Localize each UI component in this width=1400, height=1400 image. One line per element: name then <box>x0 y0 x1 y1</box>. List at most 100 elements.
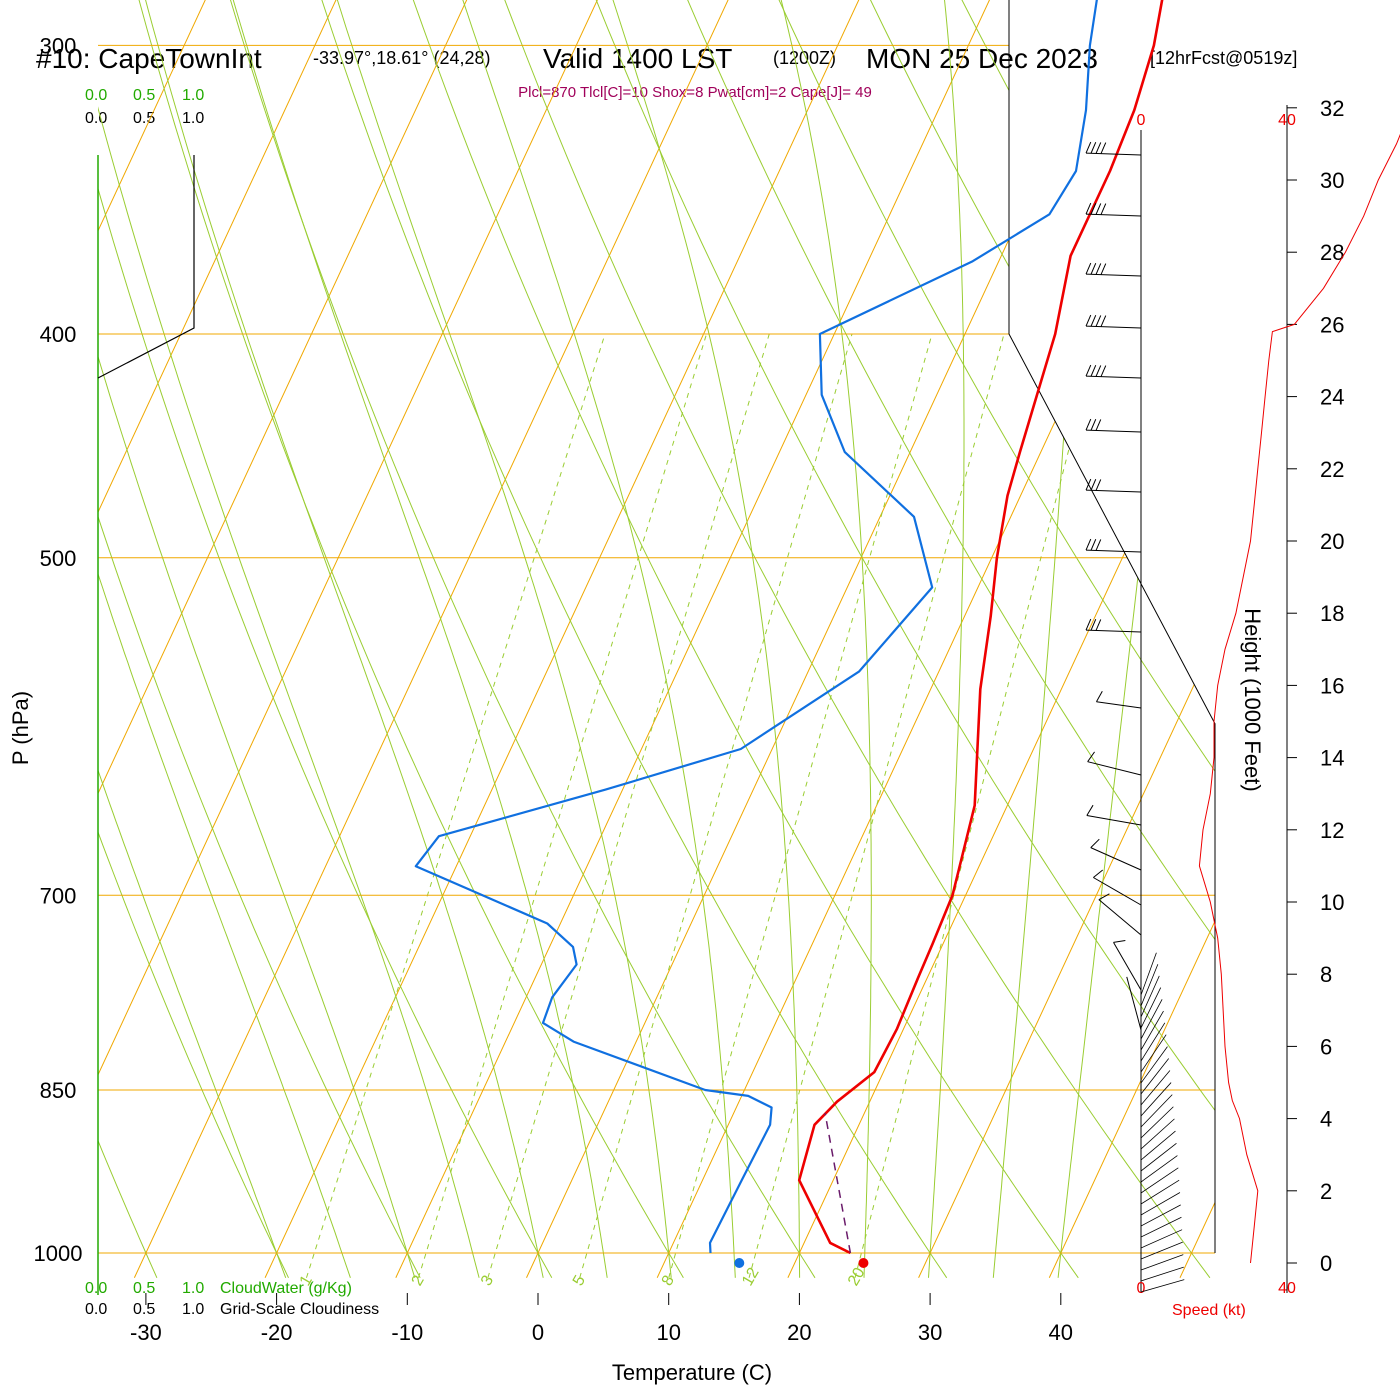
barb-feather <box>1085 364 1092 377</box>
height-tick-label: 0 <box>1320 1251 1332 1276</box>
barb-shaft <box>1126 976 1142 1031</box>
height-tick-label: 4 <box>1320 1107 1332 1132</box>
wind-barb <box>1126 976 1142 1031</box>
wind-barb-lowlevel <box>1140 1229 1183 1249</box>
barb-shaft <box>1086 273 1142 277</box>
height-tick-label: 24 <box>1320 385 1344 410</box>
barb-feather <box>1095 365 1102 377</box>
wind-speed-profile <box>1198 133 1400 1264</box>
wind-barb <box>1085 141 1142 156</box>
barb-feather <box>1085 538 1092 551</box>
barb-feather <box>1090 539 1097 551</box>
cloudwater-tick: 0.5 <box>133 1280 155 1297</box>
barb-shaft <box>1113 942 1142 991</box>
temperature-line <box>797 0 1164 1255</box>
wind-barb-lowlevel <box>1140 1106 1174 1139</box>
pressure-tick-label: 400 <box>40 322 77 347</box>
moist-adiabat-line <box>98 0 416 1278</box>
height-tick-label: 8 <box>1320 962 1332 987</box>
dry-adiabat-line <box>390 0 1211 1279</box>
cloudwater-tick: 1.0 <box>182 1280 204 1297</box>
wind-barb <box>1085 364 1142 379</box>
barb-shaft <box>1086 152 1142 156</box>
pressure-tick-label: 700 <box>40 883 77 908</box>
barb-shaft <box>1086 814 1142 826</box>
barb-feather <box>1090 142 1097 154</box>
cloudwater-label: CloudWater (g/Kg) <box>220 1280 352 1297</box>
wind-barb <box>1096 691 1142 709</box>
cloudwater-scale-bottom: 0.0 0.5 1.0 CloudWater (g/Kg) <box>85 1280 352 1297</box>
wind-barb <box>1098 893 1142 936</box>
wind-speed-line <box>1198 133 1400 1264</box>
barb-feather <box>1085 418 1092 431</box>
temperature-tick-label: -20 <box>261 1320 293 1345</box>
speed-tick-label: 40 <box>1278 1280 1296 1297</box>
isobar-lines <box>98 44 1215 1254</box>
cloudiness-scale-bottom: 0.0 0.5 1.0 Grid-Scale Cloudiness <box>85 1301 379 1318</box>
temperature-tick-label: 10 <box>656 1320 680 1345</box>
dry-adiabat-line <box>639 0 1215 1279</box>
mixing-ratio-lines <box>305 333 1100 1278</box>
cloudiness-tick: 0.5 <box>133 1301 155 1318</box>
moist-adiabat-line <box>98 0 287 1278</box>
surface-dewpoint-dot <box>734 1258 745 1268</box>
wind-barb <box>1085 618 1142 633</box>
barb-feather <box>1098 893 1110 901</box>
barb-feather <box>1100 365 1107 377</box>
dry-adiabat-line <box>224 0 948 1279</box>
mixing-ratio-label: 20 <box>845 1265 869 1289</box>
barb-shaft <box>1086 429 1142 433</box>
height-tick-label: 16 <box>1320 673 1344 698</box>
temperature-tick-label: 40 <box>1049 1320 1073 1345</box>
barb-feather <box>1095 479 1102 491</box>
speed-tick-label: 0 <box>1137 112 1146 129</box>
pressure-tick-label: 1000 <box>34 1241 83 1266</box>
wind-barb-lowlevel <box>1140 1254 1184 1271</box>
barb-feather <box>1095 419 1102 431</box>
barb-feather <box>1085 314 1092 327</box>
utc-time: (1200Z) <box>773 48 836 68</box>
barb-feather <box>1086 804 1094 816</box>
pressure-tick-label: 850 <box>40 1078 77 1103</box>
barb-shaft <box>1086 549 1142 553</box>
dry-adiabat-lines <box>98 0 1215 1279</box>
height-axis-label: Height (1000 Feet) <box>1240 608 1265 791</box>
isotherm-lines <box>98 0 1215 1278</box>
barb-feather <box>1095 203 1102 215</box>
height-tick-label: 14 <box>1320 746 1344 771</box>
dry-adiabat-line <box>805 0 1215 1279</box>
wind-barb-lowlevel <box>1140 1070 1171 1106</box>
barb-feather <box>1100 263 1107 275</box>
barb-feather <box>1090 203 1097 215</box>
isotherm-line <box>98 0 766 1278</box>
barb-shaft <box>1086 213 1142 217</box>
station-title: #10: CapeTownInt <box>36 43 262 74</box>
temperature-tick-label: 30 <box>918 1320 942 1345</box>
moist-adiabat-line <box>1057 0 1215 1278</box>
dry-adiabat-line <box>141 0 816 1279</box>
cloudwater-scale-top: 0.0 0.5 1.0 <box>85 87 204 104</box>
barb-feather <box>1095 315 1102 327</box>
barb-shaft <box>1093 877 1142 906</box>
dry-adiabat-line <box>98 0 158 1279</box>
wind-barb <box>1090 838 1142 871</box>
barb-feather <box>1093 869 1104 878</box>
barb-feather <box>1085 618 1092 631</box>
height-tick-label: 6 <box>1320 1034 1332 1059</box>
wind-barb-lowlevel <box>1140 1142 1177 1172</box>
isotherm-line <box>98 0 635 1278</box>
wind-barb-lowlevel <box>1140 1266 1184 1282</box>
cloudwater-tick: 1.0 <box>182 87 204 104</box>
barb-feather <box>1085 141 1092 154</box>
height-tick-label: 22 <box>1320 457 1344 482</box>
wind-barb <box>1113 940 1142 991</box>
barb-feather <box>1095 539 1102 551</box>
isotherm-line <box>918 0 1215 1278</box>
dry-adiabat-line <box>473 0 1215 1279</box>
height-tick-label: 10 <box>1320 890 1344 915</box>
sounding-profiles <box>414 0 1164 1268</box>
wind-barb-lowlevel <box>1140 1216 1182 1238</box>
mixing-ratio-line <box>305 333 606 1278</box>
station-coords: -33.97°,18.61° (24,28) <box>313 48 491 68</box>
wind-barb-lowlevel <box>1140 975 1160 1018</box>
